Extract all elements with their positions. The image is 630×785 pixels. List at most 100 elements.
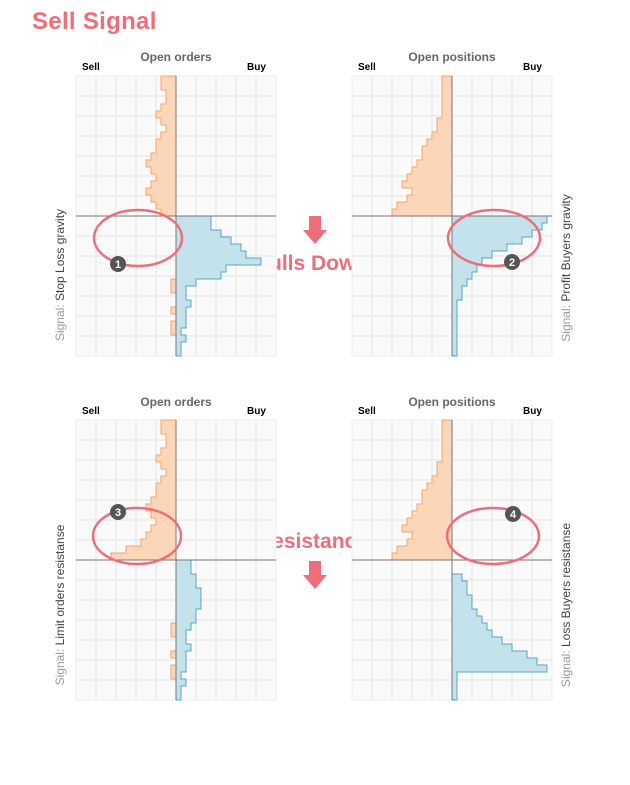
- sell-bar: [422, 146, 452, 153]
- badge-number: 2: [509, 257, 515, 269]
- page-title: Sell Signal: [32, 8, 157, 35]
- sell-bar: [171, 286, 176, 293]
- sell-bar: [442, 434, 452, 441]
- buy-bar: [176, 693, 181, 700]
- sell-bar: [156, 174, 176, 181]
- sell-bar: [392, 553, 452, 560]
- sell-bar: [442, 111, 452, 118]
- highlight-ellipse: [445, 506, 541, 566]
- sell-bar: [146, 504, 176, 511]
- sell-bar: [171, 328, 176, 335]
- sell-bar: [161, 462, 176, 469]
- buy-bar: [452, 307, 457, 314]
- sell-bar: [442, 97, 452, 104]
- sell-bar: [397, 546, 452, 553]
- buy-bar: [176, 574, 196, 581]
- buy-bar: [176, 314, 186, 321]
- histogram-panel: 1: [75, 75, 277, 357]
- buy-bar: [452, 651, 527, 658]
- sell-bar: [402, 525, 452, 532]
- buy-bar: [176, 616, 196, 623]
- sell-bar: [151, 497, 176, 504]
- buy-bar: [452, 314, 457, 321]
- sell-bar: [442, 104, 452, 111]
- buy-bar: [176, 567, 191, 574]
- sell-outline: [145, 75, 177, 356]
- sell-bar: [151, 525, 176, 532]
- highlight-ellipse: [446, 208, 542, 268]
- buy-bar: [452, 637, 502, 644]
- badge-number: 4: [510, 509, 517, 521]
- sell-bar: [442, 441, 452, 448]
- histogram-panel: 2: [351, 75, 553, 357]
- sell-bar: [161, 76, 176, 83]
- down-arrow-icon: [303, 216, 327, 244]
- sell-bar: [407, 518, 452, 525]
- sell-bar: [161, 209, 176, 216]
- buy-bar: [176, 679, 186, 686]
- buy-bar: [452, 679, 457, 686]
- buy-bar: [176, 651, 186, 658]
- sell-bar: [427, 139, 452, 146]
- sell-bar: [442, 427, 452, 434]
- buy-bar: [176, 328, 181, 335]
- panel-title: Open orders: [140, 395, 212, 409]
- sell-bar: [437, 469, 452, 476]
- buy-bar: [176, 644, 191, 651]
- sell-bar: [397, 202, 452, 209]
- buy-bar: [176, 623, 191, 630]
- sell-bar: [151, 153, 176, 160]
- sell-legend: Sell: [82, 62, 100, 73]
- buy-bar: [452, 658, 537, 665]
- buy-bar: [176, 349, 181, 356]
- buy-bar: [176, 265, 226, 272]
- sell-bar: [432, 132, 452, 139]
- resistance-callout: Resistance: [257, 530, 368, 553]
- sell-bar: [442, 455, 452, 462]
- sell-bar: [166, 97, 176, 104]
- sell-bar: [171, 307, 176, 314]
- buy-bar: [176, 286, 186, 293]
- sell-bar: [156, 202, 176, 209]
- buy-bar: [176, 560, 191, 567]
- sell-bar: [422, 497, 452, 504]
- buy-bar: [452, 609, 477, 616]
- buy-bar: [452, 616, 482, 623]
- sell-bar: [156, 139, 176, 146]
- down-arrow-icon: [303, 561, 327, 589]
- sell-bar: [151, 195, 176, 202]
- buy-bar: [452, 272, 472, 279]
- buy-bar: [452, 693, 457, 700]
- sell-bar: [161, 132, 176, 139]
- sell-bar: [407, 174, 452, 181]
- buy-bar: [452, 230, 532, 237]
- buy-bar: [452, 581, 467, 588]
- buy-bar: [452, 223, 542, 230]
- buy-legend: Buy: [523, 406, 542, 417]
- sell-bar: [392, 209, 452, 216]
- sell-bar: [156, 490, 176, 497]
- buy-bar: [176, 321, 186, 328]
- sell-bar: [442, 76, 452, 83]
- sell-bar: [171, 279, 176, 286]
- sell-bar: [422, 153, 452, 160]
- number-badge: [110, 256, 126, 272]
- sell-outline: [110, 419, 177, 700]
- buy-bar: [452, 286, 462, 293]
- number-badge: [505, 506, 521, 522]
- sell-bar: [442, 420, 452, 427]
- buy-bar: [176, 602, 201, 609]
- sell-bar: [146, 532, 176, 539]
- buy-bar: [176, 293, 186, 300]
- sell-legend: Sell: [358, 62, 376, 73]
- sell-bar: [161, 448, 176, 455]
- buy-bar: [176, 244, 241, 251]
- buy-bar: [452, 686, 457, 693]
- sell-bar: [161, 420, 176, 427]
- sell-bar: [156, 146, 176, 153]
- buy-bar: [452, 623, 487, 630]
- sell-bar: [166, 441, 176, 448]
- histogram-panel: 4: [351, 419, 553, 701]
- buy-bar: [452, 644, 512, 651]
- sell-bar: [442, 83, 452, 90]
